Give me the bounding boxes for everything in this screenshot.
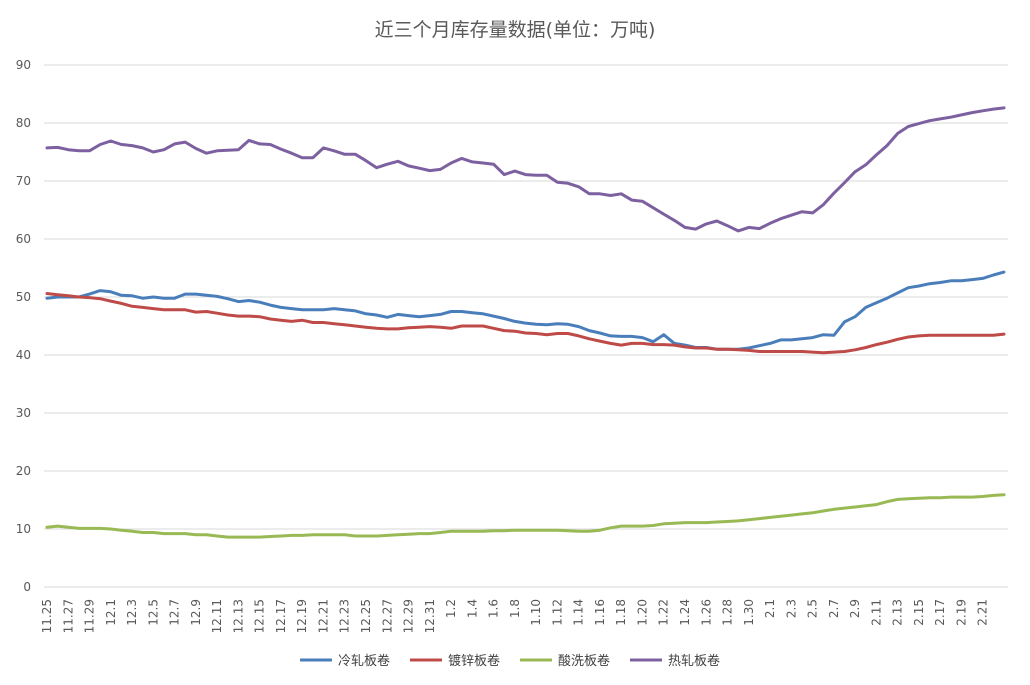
x-tick-label: 1.12: [550, 599, 564, 626]
x-tick-label: 2.11: [869, 599, 883, 626]
x-tick-label: 12.27: [380, 599, 394, 633]
x-tick-label: 12.3: [125, 599, 139, 626]
x-tick-label: 2.3: [784, 599, 798, 618]
x-tick-label: 2.15: [912, 599, 926, 626]
x-tick-label: 11.27: [61, 599, 75, 633]
x-tick-label: 2.19: [954, 599, 968, 626]
series-line: [45, 292, 1006, 355]
x-tick-label: 1.24: [678, 599, 692, 626]
x-tick-label: 12.31: [423, 599, 437, 633]
y-tick-label: 90: [16, 58, 31, 72]
x-tick-label: 12.7: [168, 599, 182, 626]
chart-title: 近三个月库存量数据(单位：万吨): [375, 19, 656, 41]
x-tick-label: 2.13: [891, 599, 905, 626]
x-tick-label: 12.23: [338, 599, 352, 633]
x-tick-label: 12.13: [231, 599, 245, 633]
y-tick-label: 60: [16, 232, 31, 246]
x-tick-label: 12.29: [402, 599, 416, 633]
x-tick-label: 2.17: [933, 599, 947, 626]
x-axis-ticks: 11.25 11.27 11.29 12.1 12.3 12.5 12.7 12.9 12.11…: [40, 599, 990, 633]
y-tick-label: 40: [16, 348, 31, 362]
x-tick-label: 1.30: [742, 599, 756, 626]
x-tick-label: 1.14: [572, 599, 586, 626]
x-tick-label: 1.26: [699, 599, 713, 626]
x-tick-label: 2.7: [827, 599, 841, 618]
x-tick-label: 1.28: [721, 599, 735, 626]
x-tick-label: 12.15: [253, 599, 267, 633]
y-tick-label: 70: [16, 174, 31, 188]
x-tick-label: 1.18: [614, 599, 628, 626]
legend: 冷轧板卷 镀锌板卷 酸洗板卷 热轧板卷: [300, 653, 720, 669]
x-tick-label: 1.4: [465, 599, 479, 618]
x-tick-label: 1.8: [508, 599, 522, 618]
gridlines: [44, 64, 1008, 588]
x-tick-label: 1.20: [635, 599, 649, 626]
y-axis-ticks: 0 10 20 30 40 50 60 70 80 90: [16, 58, 31, 594]
x-tick-label: 12.9: [189, 599, 203, 626]
x-tick-label: 1.2: [444, 599, 458, 618]
y-tick-label: 50: [16, 290, 31, 304]
x-tick-label: 2.9: [848, 599, 862, 618]
x-tick-label: 12.19: [295, 599, 309, 633]
legend-label: 酸洗板卷: [558, 653, 610, 669]
x-tick-label: 2.5: [806, 599, 820, 618]
y-tick-label: 0: [23, 580, 31, 594]
x-tick-label: 12.17: [274, 599, 288, 633]
x-tick-label: 12.5: [146, 599, 160, 626]
series-line: [45, 106, 1006, 233]
x-tick-label: 12.11: [210, 599, 224, 633]
x-tick-label: 12.21: [316, 599, 330, 633]
y-tick-label: 80: [16, 116, 31, 130]
x-tick-label: 11.25: [40, 599, 54, 633]
series-line: [45, 493, 1006, 539]
series-lines: [45, 106, 1006, 539]
x-tick-label: 12.25: [359, 599, 373, 633]
x-tick-label: 2.21: [976, 599, 990, 626]
x-tick-label: 12.1: [104, 599, 118, 626]
x-tick-label: 2.1: [763, 599, 777, 618]
legend-label: 镀锌板卷: [448, 653, 500, 669]
x-tick-label: 1.6: [487, 599, 501, 618]
x-tick-label: 1.10: [529, 599, 543, 626]
legend-label: 冷轧板卷: [338, 653, 390, 669]
y-tick-label: 30: [16, 406, 31, 420]
series-line: [45, 270, 1006, 351]
x-tick-label: 1.16: [593, 599, 607, 626]
y-tick-label: 10: [16, 522, 31, 536]
x-tick-label: 1.22: [657, 599, 671, 626]
y-tick-label: 20: [16, 464, 31, 478]
x-tick-label: 11.29: [83, 599, 97, 633]
legend-label: 热轧板卷: [668, 653, 720, 669]
